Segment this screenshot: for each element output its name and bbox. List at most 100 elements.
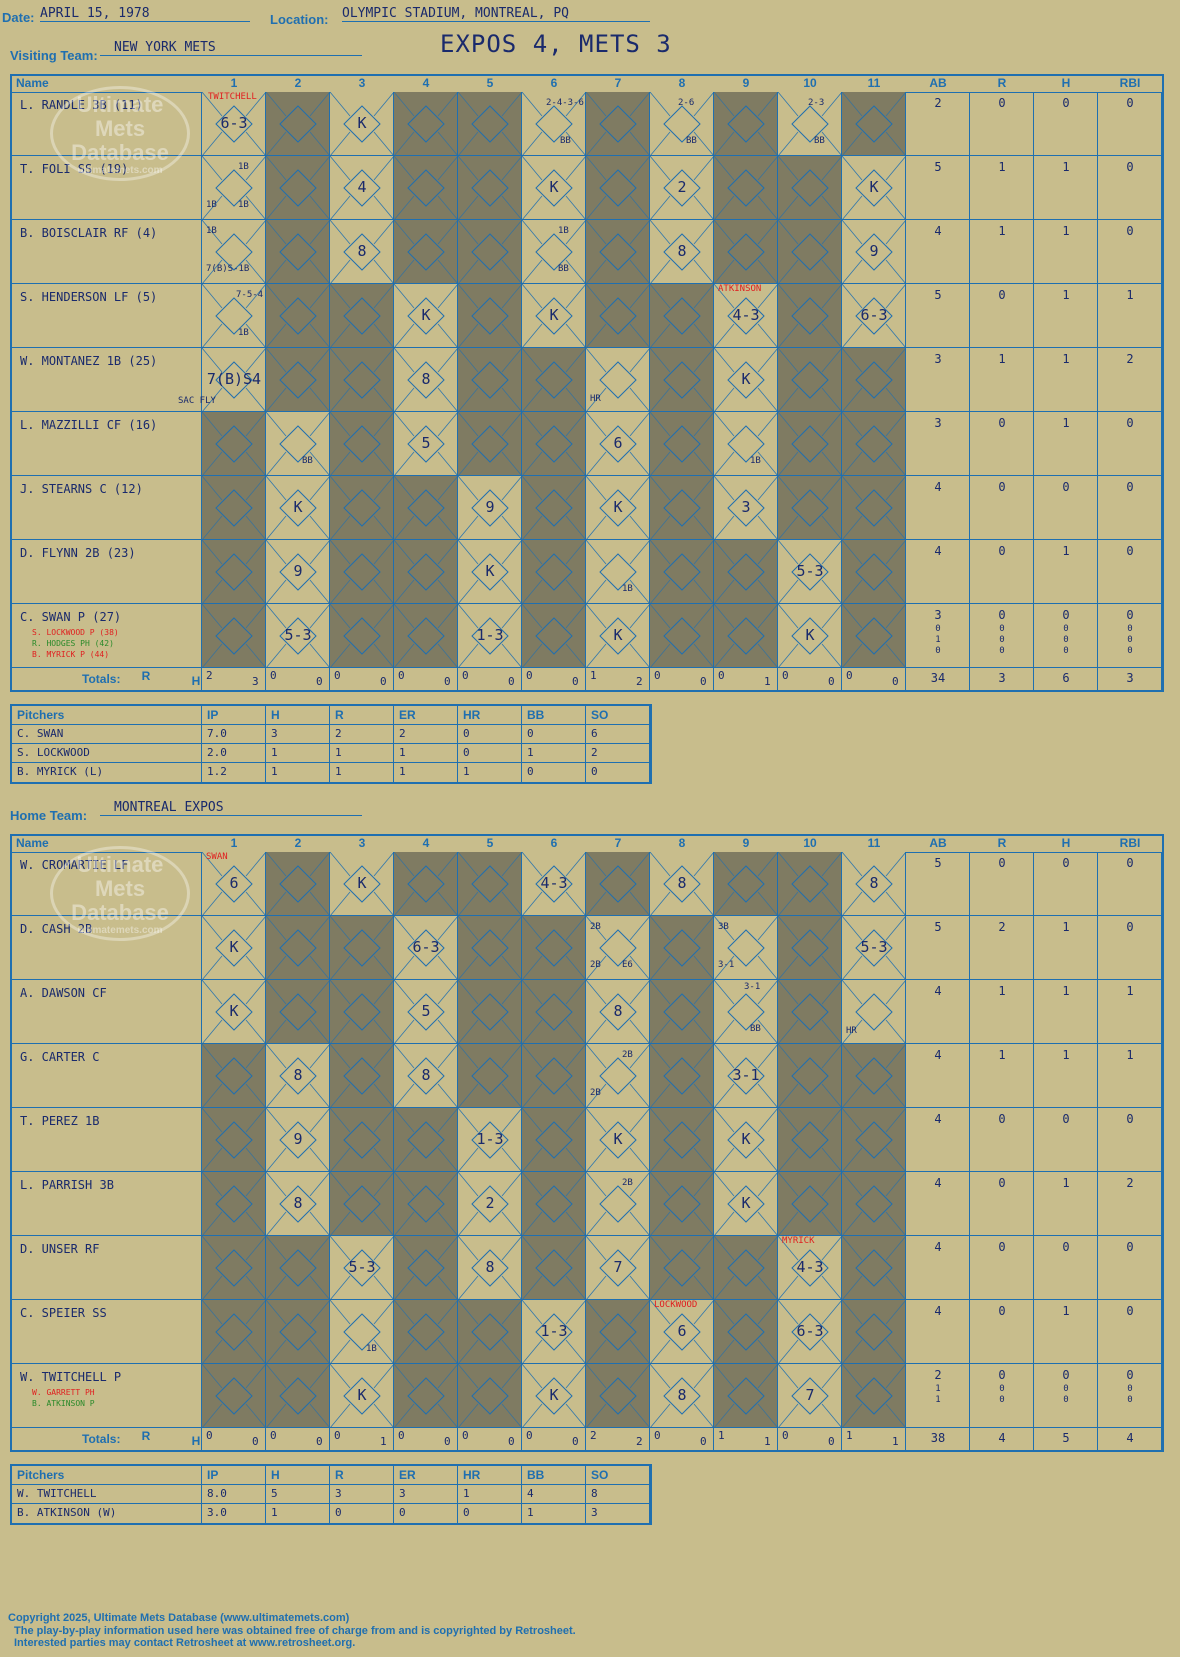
inning-cell[interactable] [650,1172,714,1236]
inning-cell[interactable] [330,540,394,604]
inning-cell[interactable] [650,540,714,604]
inning-cell[interactable] [202,852,266,916]
inning-cell[interactable] [586,412,650,476]
inning-cell[interactable] [842,284,906,348]
inning-cell[interactable] [842,1044,906,1108]
inning-cell[interactable] [778,1236,842,1300]
inning-cell[interactable] [842,916,906,980]
inning-cell[interactable] [394,604,458,668]
inning-cell[interactable] [778,852,842,916]
inning-cell[interactable] [650,284,714,348]
inning-cell[interactable] [266,852,330,916]
inning-cell[interactable] [394,156,458,220]
inning-cell[interactable] [714,1172,778,1236]
inning-cell[interactable] [842,980,906,1044]
inning-cell[interactable] [522,220,586,284]
inning-cell[interactable] [266,412,330,476]
inning-cell[interactable] [714,1236,778,1300]
inning-cell[interactable] [714,476,778,540]
inning-cell[interactable] [330,1172,394,1236]
inning-cell[interactable] [330,1364,394,1428]
inning-cell[interactable] [842,1300,906,1364]
inning-cell[interactable] [842,348,906,412]
inning-cell[interactable] [522,980,586,1044]
inning-cell[interactable] [586,156,650,220]
inning-cell[interactable] [522,156,586,220]
inning-cell[interactable] [714,156,778,220]
inning-cell[interactable] [458,1364,522,1428]
inning-cell[interactable] [266,156,330,220]
inning-cell[interactable] [202,412,266,476]
inning-cell[interactable] [266,916,330,980]
inning-cell[interactable] [522,540,586,604]
inning-cell[interactable] [266,92,330,156]
inning-cell[interactable] [778,348,842,412]
inning-cell[interactable] [458,1044,522,1108]
inning-cell[interactable] [394,412,458,476]
inning-cell[interactable] [522,92,586,156]
inning-cell[interactable] [650,1108,714,1172]
inning-cell[interactable] [394,1364,458,1428]
inning-cell[interactable] [778,92,842,156]
inning-cell[interactable] [330,1236,394,1300]
inning-cell[interactable] [650,348,714,412]
inning-cell[interactable] [202,1044,266,1108]
inning-cell[interactable] [266,540,330,604]
inning-cell[interactable] [586,916,650,980]
inning-cell[interactable] [394,1300,458,1364]
inning-cell[interactable] [650,916,714,980]
inning-cell[interactable] [714,916,778,980]
inning-cell[interactable] [586,540,650,604]
inning-cell[interactable] [266,1236,330,1300]
inning-cell[interactable] [330,284,394,348]
inning-cell[interactable] [650,1300,714,1364]
inning-cell[interactable] [202,476,266,540]
inning-cell[interactable] [330,604,394,668]
inning-cell[interactable] [778,1172,842,1236]
inning-cell[interactable] [714,1364,778,1428]
inning-cell[interactable] [714,220,778,284]
inning-cell[interactable] [586,220,650,284]
inning-cell[interactable] [842,1108,906,1172]
inning-cell[interactable] [586,476,650,540]
inning-cell[interactable] [202,284,266,348]
inning-cell[interactable] [522,604,586,668]
inning-cell[interactable] [394,980,458,1044]
inning-cell[interactable] [522,916,586,980]
inning-cell[interactable] [650,92,714,156]
inning-cell[interactable] [778,1364,842,1428]
inning-cell[interactable] [842,92,906,156]
inning-cell[interactable] [266,1364,330,1428]
inning-cell[interactable] [522,1108,586,1172]
inning-cell[interactable] [330,220,394,284]
inning-cell[interactable] [458,1236,522,1300]
inning-cell[interactable] [842,476,906,540]
inning-cell[interactable] [202,980,266,1044]
inning-cell[interactable] [394,476,458,540]
inning-cell[interactable] [586,1044,650,1108]
inning-cell[interactable] [394,852,458,916]
inning-cell[interactable] [586,980,650,1044]
inning-cell[interactable] [650,1364,714,1428]
inning-cell[interactable] [778,540,842,604]
inning-cell[interactable] [778,604,842,668]
inning-cell[interactable] [714,1044,778,1108]
inning-cell[interactable] [458,412,522,476]
inning-cell[interactable] [394,284,458,348]
inning-cell[interactable] [778,220,842,284]
inning-cell[interactable] [650,1236,714,1300]
inning-cell[interactable] [330,412,394,476]
inning-cell[interactable] [522,412,586,476]
inning-cell[interactable] [650,604,714,668]
inning-cell[interactable] [330,1300,394,1364]
inning-cell[interactable] [522,1044,586,1108]
inning-cell[interactable] [394,92,458,156]
inning-cell[interactable] [650,476,714,540]
inning-cell[interactable] [650,980,714,1044]
inning-cell[interactable] [650,220,714,284]
inning-cell[interactable] [842,540,906,604]
inning-cell[interactable] [330,916,394,980]
inning-cell[interactable] [394,916,458,980]
inning-cell[interactable] [394,348,458,412]
inning-cell[interactable] [778,156,842,220]
